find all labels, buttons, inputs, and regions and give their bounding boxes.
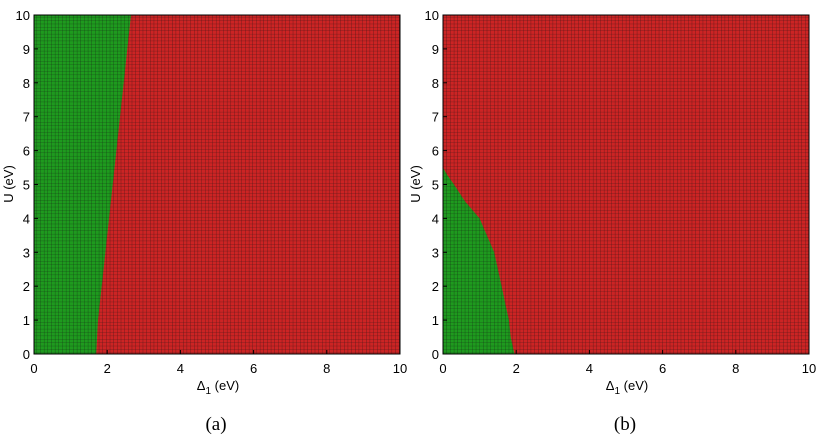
y-tick-label: 2 — [23, 279, 30, 294]
y-tick-label: 9 — [432, 42, 439, 57]
panel-caption-b: (b) — [614, 414, 636, 435]
y-tick-label: 3 — [432, 245, 439, 260]
y-tick-label: 10 — [425, 8, 439, 23]
y-tick-label: 0 — [23, 347, 30, 362]
x-tick-label: 4 — [586, 361, 593, 376]
x-tick-label: 8 — [732, 361, 739, 376]
y-axis-ticks-a: 0 1 2 3 4 5 6 7 8 9 10 — [16, 8, 38, 362]
y-tick-label: 6 — [432, 144, 439, 159]
x-axis-label-a: Δ1 (eV) — [197, 378, 239, 397]
x-tick-label: 6 — [250, 361, 257, 376]
grid-mesh-a — [34, 15, 400, 354]
y-tick-label: 5 — [432, 178, 439, 193]
grid-mesh-b — [443, 15, 809, 354]
x-tick-label: 10 — [802, 361, 816, 376]
x-tick-label: 10 — [393, 361, 407, 376]
y-tick-label: 4 — [23, 211, 30, 226]
y-axis-ticks-b: 0 1 2 3 4 5 6 7 8 9 10 — [425, 8, 447, 362]
y-tick-label: 1 — [23, 313, 30, 328]
y-tick-label: 5 — [23, 178, 30, 193]
plot-area-a — [33, 14, 401, 355]
y-tick-label: 9 — [23, 42, 30, 57]
y-axis-label-a: U (eV) — [1, 165, 16, 203]
y-tick-label: 8 — [432, 76, 439, 91]
x-tick-label: 2 — [104, 361, 111, 376]
x-axis-label-b: Δ1 (eV) — [606, 378, 648, 397]
panel-caption-a: (a) — [205, 414, 226, 435]
y-tick-label: 8 — [23, 76, 30, 91]
x-axis-ticks-b: 0 2 4 6 8 10 — [439, 350, 816, 376]
x-tick-label: 0 — [30, 361, 37, 376]
y-tick-label: 10 — [16, 8, 30, 23]
x-tick-label: 4 — [177, 361, 184, 376]
x-tick-label: 2 — [513, 361, 520, 376]
y-axis-label-b: U (eV) — [408, 165, 423, 203]
heatmap-panel-b: 0 1 2 3 4 5 6 7 8 9 10 0 2 4 6 8 10 Δ1 (eV) U (eV) (b) — [408, 8, 816, 435]
y-tick-label: 7 — [432, 110, 439, 125]
y-tick-label: 1 — [432, 313, 439, 328]
heatmap-panel-a: 0 1 2 3 4 5 6 7 8 9 10 0 2 4 6 8 10 Δ1 (eV) U (eV) (a) — [1, 8, 407, 435]
x-tick-label: 6 — [659, 361, 666, 376]
x-tick-label: 0 — [439, 361, 446, 376]
x-tick-label: 8 — [323, 361, 330, 376]
y-tick-label: 4 — [432, 211, 439, 226]
plot-area-b — [442, 14, 810, 355]
y-tick-label: 3 — [23, 245, 30, 260]
y-tick-label: 2 — [432, 279, 439, 294]
y-tick-label: 0 — [432, 347, 439, 362]
y-tick-label: 6 — [23, 144, 30, 159]
y-tick-label: 7 — [23, 110, 30, 125]
x-axis-ticks-a: 0 2 4 6 8 10 — [30, 350, 407, 376]
